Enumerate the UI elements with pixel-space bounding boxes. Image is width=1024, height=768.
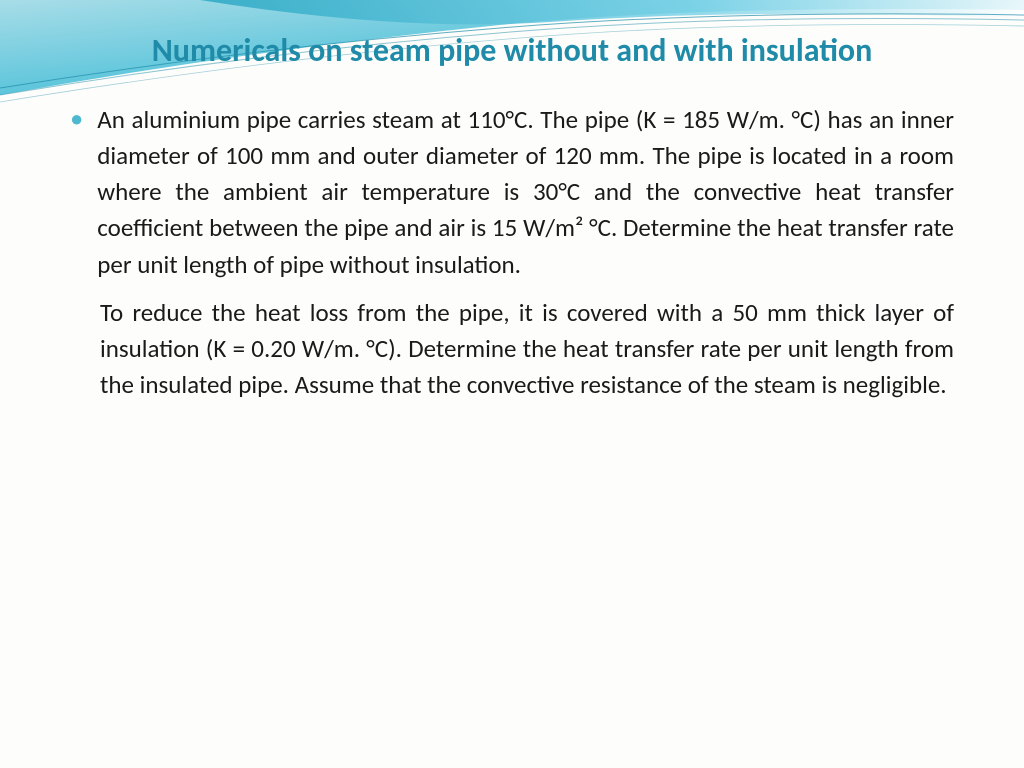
slide-title: Numericals on steam pipe without and wit… — [70, 30, 954, 72]
slide-content: Numericals on steam pipe without and wit… — [0, 0, 1024, 444]
paragraph-1: An aluminium pipe carries steam at 110°C… — [97, 102, 954, 283]
bullet-item-1: ● An aluminium pipe carries steam at 110… — [70, 102, 954, 283]
paragraph-2: To reduce the heat loss from the pipe, i… — [100, 295, 954, 404]
bullet-icon: ● — [70, 106, 83, 283]
